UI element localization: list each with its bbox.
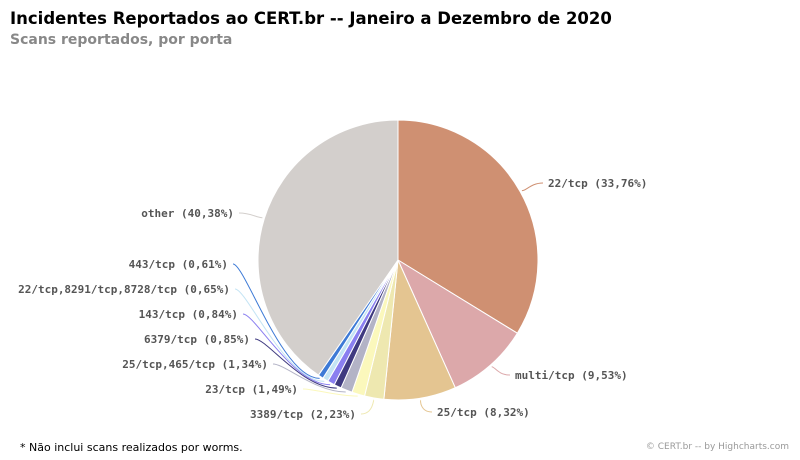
- pie-slice-other[interactable]: [257, 119, 399, 376]
- connector-3389-tcp: [360, 399, 375, 415]
- connector-22-tcp: [521, 182, 544, 192]
- slice-label-22-tcp-8291-tcp-8728-tcp: 22/tcp,8291/tcp,8728/tcp (0,65%): [18, 283, 230, 296]
- slice-labels: 22/tcp (33,76%) multi/tcp (9,53%) 25/tcp (…: [18, 177, 647, 421]
- slice-label-25-tcp: 25/tcp (8,32%): [437, 406, 530, 419]
- slice-label-143-tcp: 143/tcp (0,84%): [139, 308, 238, 321]
- connector-143-tcp: [242, 313, 331, 386]
- footnote: * Não inclui scans realizados por worms.: [20, 441, 243, 454]
- connector-multi-tcp: [491, 366, 511, 376]
- pie-slices: [257, 119, 539, 401]
- connector-other: [238, 212, 263, 219]
- chart-subtitle: Scans reportados, por porta: [10, 32, 233, 48]
- slice-label-23-tcp: 23/tcp (1,49%): [205, 383, 298, 396]
- slice-label-25-tcp-465-tcp: 25/tcp,465/tcp (1,34%): [122, 358, 268, 371]
- connector-443-tcp: [232, 263, 320, 379]
- connector-6379-tcp: [254, 338, 337, 389]
- slice-label-3389-tcp: 3389/tcp (2,23%): [250, 408, 356, 421]
- chart-title: Incidentes Reportados ao CERT.br -- Jane…: [10, 9, 612, 28]
- slice-label-multi-tcp: multi/tcp (9,53%): [515, 369, 628, 382]
- slice-label-443-tcp: 443/tcp (0,61%): [129, 258, 228, 271]
- credits-link[interactable]: © CERT.br -- by Highcharts.com: [645, 442, 789, 452]
- slice-label-other: other (40,38%): [141, 207, 234, 220]
- connector-25-tcp: [420, 399, 433, 413]
- pie-slice-multi-tcp[interactable]: [396, 258, 519, 389]
- connector-23-tcp: [302, 388, 358, 397]
- connector-25-tcp-465-tcp: [272, 363, 346, 393]
- slice-label-6379-tcp: 6379/tcp (0,85%): [144, 333, 250, 346]
- slice-label-22-tcp: 22/tcp (33,76%): [548, 177, 647, 190]
- connector-22-tcp-8291-tcp-8728-tcp: [234, 288, 325, 382]
- pie-slice-22-tcp[interactable]: [397, 119, 539, 334]
- label-connectors: [232, 182, 544, 415]
